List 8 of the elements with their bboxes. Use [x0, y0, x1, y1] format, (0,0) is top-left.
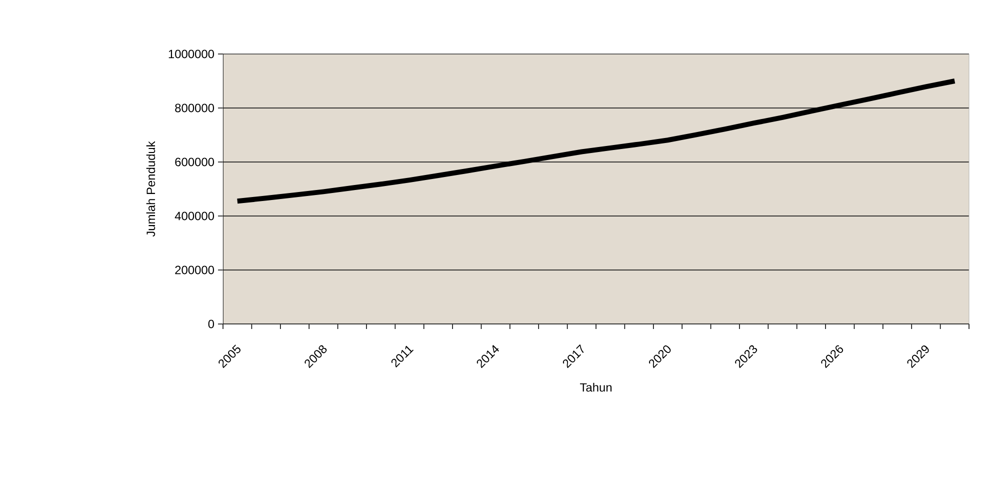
y-tick-label: 400000	[174, 212, 214, 220]
y-tick-label: 0	[208, 320, 214, 328]
y-tick-label: 800000	[175, 104, 214, 112]
y-tick-label: 200000	[175, 266, 214, 274]
x-axis-title: Tahun	[580, 382, 612, 392]
y-axis-title: Jumlah Penduduk	[146, 141, 156, 237]
y-tick-label: 600000	[175, 158, 214, 166]
y-tick-label: 1000000	[168, 50, 214, 58]
